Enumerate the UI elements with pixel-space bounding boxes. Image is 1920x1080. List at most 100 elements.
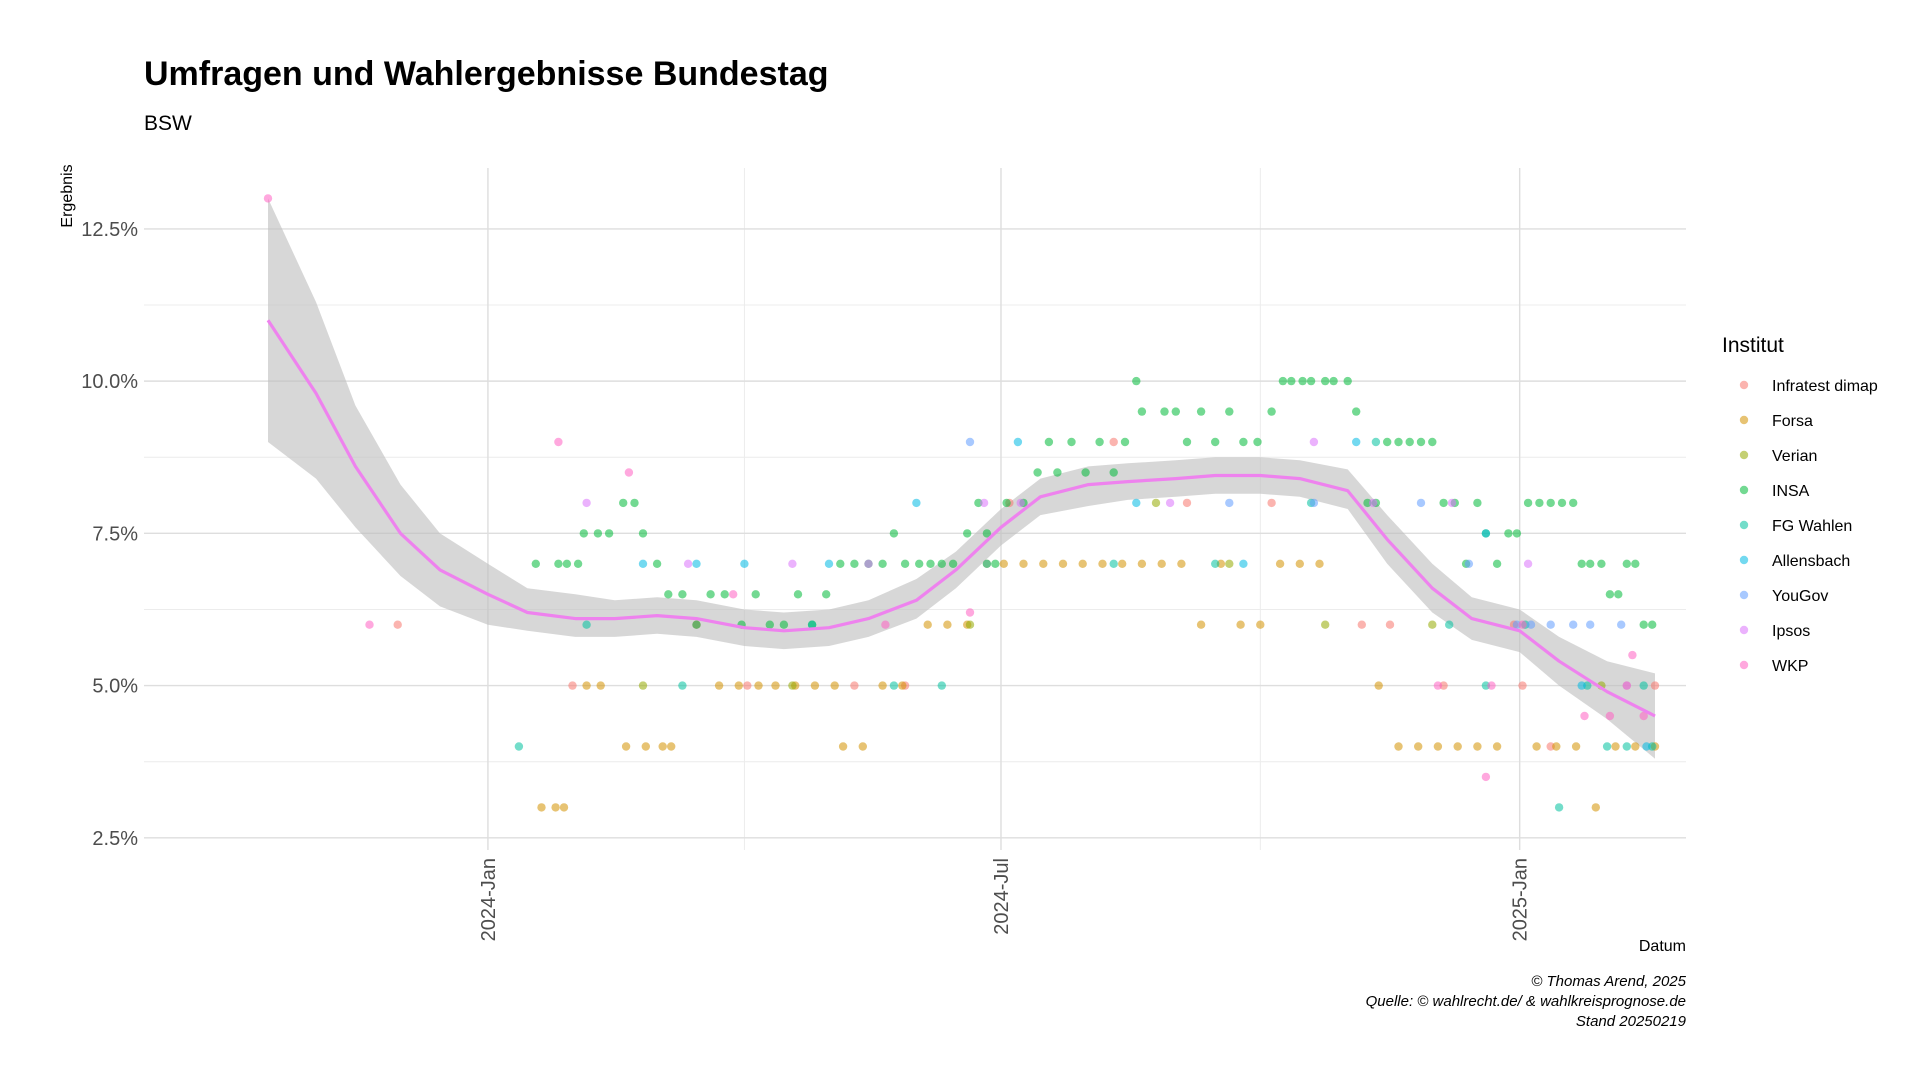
point-fg-wahlen bbox=[1211, 559, 1220, 568]
point-infratest-dimap bbox=[1385, 620, 1395, 629]
point-allensbach bbox=[1132, 498, 1141, 508]
point-insa bbox=[900, 559, 910, 568]
point-verian bbox=[1225, 559, 1234, 568]
point-insa bbox=[1504, 529, 1513, 538]
legend-label-yougov: YouGov bbox=[1772, 588, 1828, 605]
point-insa bbox=[1352, 407, 1361, 416]
point-ipsos bbox=[1016, 498, 1025, 508]
legend-key-wkp bbox=[1739, 660, 1749, 670]
point-insa bbox=[1081, 468, 1090, 477]
point-insa bbox=[1095, 437, 1104, 447]
point-fg-wahlen bbox=[937, 681, 946, 690]
point-forsa bbox=[641, 742, 650, 751]
y-tick-label: 12.5% bbox=[81, 219, 138, 241]
legend-label-infratest-dimap: Infratest dimap bbox=[1772, 378, 1878, 395]
point-forsa bbox=[1453, 742, 1462, 751]
point-forsa bbox=[1137, 559, 1147, 568]
point-insa bbox=[878, 559, 887, 568]
point-fg-wahlen bbox=[1602, 742, 1612, 751]
point-allensbach bbox=[1352, 437, 1361, 447]
point-ipsos bbox=[979, 498, 989, 508]
point-wkp bbox=[1639, 711, 1648, 721]
point-yougov bbox=[1586, 620, 1595, 629]
point-forsa bbox=[621, 742, 631, 751]
point-infratest-dimap bbox=[1518, 681, 1527, 690]
point-verian bbox=[788, 681, 797, 690]
point-insa bbox=[593, 529, 603, 538]
point-insa bbox=[706, 590, 715, 599]
point-insa bbox=[937, 559, 946, 568]
point-allensbach bbox=[1481, 529, 1491, 538]
point-forsa bbox=[734, 681, 743, 690]
point-insa bbox=[664, 590, 673, 599]
point-insa bbox=[1053, 468, 1062, 477]
point-forsa bbox=[858, 742, 867, 751]
point-allensbach bbox=[1577, 681, 1586, 690]
y-tick-label: 5.0% bbox=[92, 676, 138, 698]
y-axis-tick-labels: 2.5% 5.0% 7.5% 10.0% 12.5% bbox=[81, 219, 138, 850]
point-forsa bbox=[1256, 620, 1265, 629]
y-tick-label: 2.5% bbox=[92, 828, 138, 850]
point-insa bbox=[1523, 498, 1533, 508]
point-yougov bbox=[1464, 559, 1474, 568]
point-forsa bbox=[1414, 742, 1423, 751]
point-insa bbox=[1648, 620, 1657, 629]
legend-key-yougov bbox=[1739, 590, 1749, 600]
point-allensbach bbox=[1013, 437, 1023, 447]
point-ipsos bbox=[1165, 498, 1175, 508]
point-insa bbox=[1546, 498, 1555, 508]
point-insa bbox=[751, 590, 760, 599]
point-forsa bbox=[771, 681, 780, 690]
point-forsa bbox=[1315, 559, 1324, 568]
point-insa bbox=[1132, 376, 1141, 386]
point-forsa bbox=[551, 803, 560, 812]
point-insa bbox=[1137, 407, 1147, 416]
point-verian bbox=[1151, 498, 1161, 508]
legend: Institut Infratest dimap Forsa Verian INSA F… bbox=[1722, 334, 1878, 675]
point-forsa bbox=[1552, 742, 1561, 751]
point-yougov bbox=[1526, 620, 1536, 629]
point-insa bbox=[926, 559, 935, 568]
point-insa bbox=[1329, 376, 1338, 386]
point-fg-wahlen bbox=[1622, 742, 1632, 751]
point-insa bbox=[1321, 376, 1330, 386]
point-ipsos bbox=[1523, 559, 1533, 568]
point-insa bbox=[619, 498, 628, 508]
point-ipsos bbox=[582, 498, 591, 508]
point-forsa bbox=[1374, 681, 1383, 690]
point-insa bbox=[604, 529, 614, 538]
point-fg-wahlen bbox=[1109, 559, 1118, 568]
point-insa bbox=[1416, 437, 1426, 447]
point-fg-wahlen bbox=[1445, 620, 1454, 629]
point-forsa bbox=[1631, 742, 1640, 751]
point-insa bbox=[1605, 590, 1615, 599]
point-insa bbox=[1439, 498, 1448, 508]
point-wkp bbox=[1518, 620, 1527, 629]
point-insa bbox=[1631, 559, 1640, 568]
point-insa bbox=[1160, 407, 1169, 416]
point-forsa bbox=[999, 559, 1008, 568]
point-ipsos bbox=[788, 559, 797, 568]
point-insa bbox=[1211, 437, 1220, 447]
y-tick-label: 7.5% bbox=[92, 523, 138, 545]
legend-key-allensbach bbox=[1739, 555, 1749, 565]
point-ipsos bbox=[1309, 437, 1319, 447]
point-insa bbox=[1343, 376, 1352, 386]
point-wkp bbox=[965, 608, 975, 617]
point-fg-wahlen bbox=[1554, 803, 1564, 812]
point-forsa bbox=[1295, 559, 1305, 568]
x-tick-label: 2024-Jul bbox=[991, 858, 1013, 935]
point-forsa bbox=[1118, 559, 1127, 568]
point-ipsos bbox=[864, 559, 873, 568]
trend-line-layer bbox=[266, 319, 1656, 718]
point-forsa bbox=[714, 681, 724, 690]
trend-line bbox=[266, 319, 1656, 718]
point-allensbach bbox=[740, 559, 749, 568]
point-insa bbox=[1614, 590, 1623, 599]
points-layer bbox=[263, 194, 1660, 812]
point-forsa bbox=[1571, 742, 1581, 751]
point-insa bbox=[1577, 559, 1586, 568]
point-insa bbox=[1639, 620, 1648, 629]
point-yougov bbox=[1309, 498, 1319, 508]
